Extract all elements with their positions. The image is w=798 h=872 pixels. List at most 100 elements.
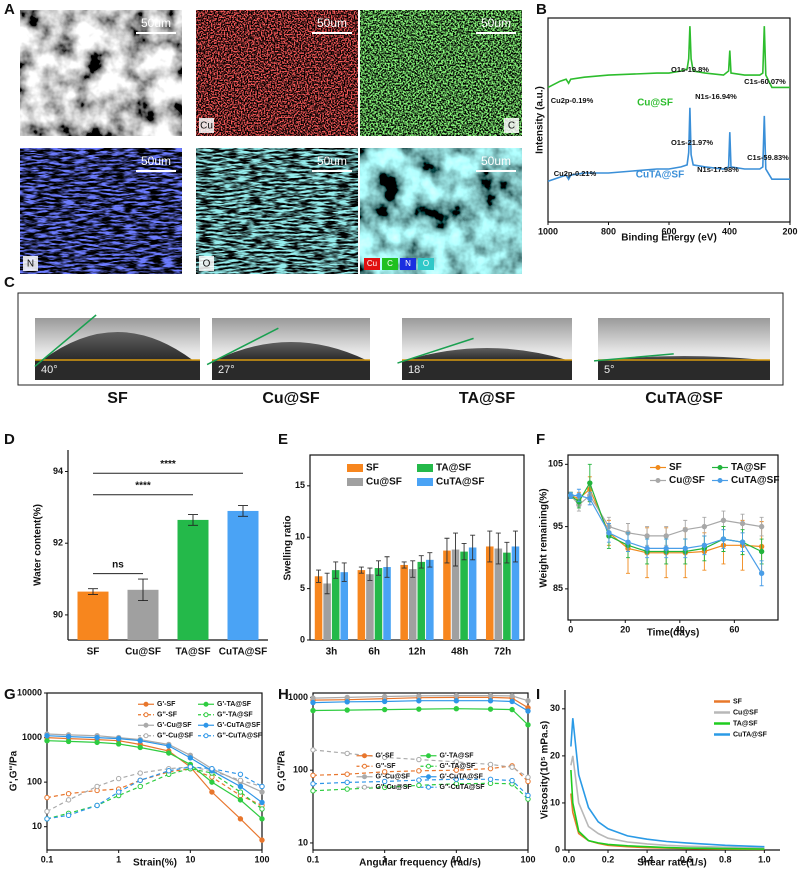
legend-marker bbox=[362, 774, 367, 780]
x-axis-label: Strain(%) bbox=[133, 858, 177, 869]
bar bbox=[340, 572, 349, 640]
bar bbox=[314, 576, 323, 640]
legend-label: G'-Cu@SF bbox=[376, 774, 411, 781]
data-line bbox=[46, 737, 263, 841]
data-point bbox=[453, 705, 460, 712]
data-point bbox=[587, 480, 593, 486]
data-line bbox=[46, 740, 263, 820]
x-tick-label: Cu@SF bbox=[125, 647, 161, 658]
y-axis-label: Intensity (a.u.) bbox=[535, 86, 546, 154]
data-point bbox=[65, 797, 72, 803]
element-label: N bbox=[27, 259, 34, 270]
legend-label: G''-CuTA@SF bbox=[440, 784, 486, 791]
y-axis-label: G',G''/Pa bbox=[9, 750, 20, 791]
data-point bbox=[416, 756, 422, 763]
legend-swatch bbox=[347, 478, 363, 486]
bar bbox=[503, 552, 511, 640]
y-tick-label: 5 bbox=[300, 583, 305, 593]
bar bbox=[366, 574, 374, 640]
legend-label: TA@SF bbox=[733, 720, 758, 727]
x-tick-label: 0.8 bbox=[719, 854, 732, 864]
tangent bbox=[34, 314, 97, 368]
legend-label: G''-SF bbox=[376, 763, 397, 770]
data-point bbox=[682, 545, 688, 552]
x-tick-label: 1000 bbox=[538, 226, 558, 236]
x-tick-label: CuTA@SF bbox=[219, 647, 267, 658]
data-point bbox=[525, 792, 531, 799]
tangent bbox=[206, 327, 279, 366]
contact-substrate bbox=[212, 360, 370, 380]
legend-marker bbox=[426, 784, 431, 790]
bar bbox=[323, 583, 331, 640]
data-point bbox=[720, 517, 727, 524]
data-point bbox=[416, 693, 422, 699]
panel-label: E bbox=[278, 431, 288, 448]
data-point bbox=[115, 741, 122, 747]
legend-label: CuTA@SF bbox=[436, 477, 484, 488]
data-point bbox=[166, 743, 172, 749]
error-bar bbox=[138, 578, 148, 602]
scale-text: 50um bbox=[481, 16, 511, 30]
data-point bbox=[663, 545, 669, 552]
scale-text: 50um bbox=[141, 154, 171, 168]
element-legend-box bbox=[418, 258, 434, 270]
bar bbox=[227, 510, 259, 640]
data-point bbox=[758, 523, 765, 530]
data-point bbox=[509, 698, 515, 705]
panel-label: H bbox=[278, 686, 289, 703]
data-line bbox=[46, 766, 263, 820]
scale-text: 50um bbox=[141, 16, 171, 30]
data-point bbox=[525, 774, 531, 780]
y-tick-label: 105 bbox=[548, 459, 563, 469]
data-point bbox=[487, 776, 494, 782]
data-point bbox=[310, 695, 316, 701]
element-label-box bbox=[504, 118, 519, 133]
data-point bbox=[416, 768, 422, 774]
y-axis-label: Viscosity(10⁵ mPa.s) bbox=[540, 721, 551, 819]
data-point bbox=[94, 783, 100, 790]
legend-marker bbox=[655, 465, 661, 470]
peak-annotation: C1s-60.07% bbox=[744, 77, 786, 86]
data-point bbox=[259, 799, 265, 806]
legend-label: TA@SF bbox=[436, 463, 471, 474]
data-line bbox=[570, 718, 765, 848]
bar bbox=[451, 549, 460, 640]
x-tick-label: 3h bbox=[326, 647, 338, 658]
y-tick-label: 85 bbox=[553, 583, 563, 593]
x-tick-label: 10 bbox=[451, 854, 461, 864]
data-point bbox=[758, 548, 765, 555]
data-line bbox=[312, 700, 529, 712]
data-point bbox=[237, 783, 244, 790]
legend-marker bbox=[203, 701, 209, 707]
tangent bbox=[593, 353, 674, 362]
contact-substrate bbox=[402, 360, 572, 380]
element-label: Cu bbox=[200, 121, 213, 132]
data-point bbox=[682, 527, 688, 533]
bar bbox=[468, 547, 477, 640]
data-point bbox=[44, 733, 50, 739]
data-point bbox=[237, 771, 244, 777]
legend-marker bbox=[143, 733, 149, 739]
sample-name: CuTA@SF bbox=[645, 390, 723, 407]
data-line bbox=[570, 769, 765, 850]
bar bbox=[426, 559, 434, 640]
data-point bbox=[525, 722, 531, 728]
data-point bbox=[44, 738, 50, 744]
data-point bbox=[381, 778, 388, 785]
data-point bbox=[701, 523, 708, 530]
data-point bbox=[576, 492, 582, 499]
x-tick-label: 60 bbox=[729, 624, 739, 634]
data-point bbox=[65, 812, 72, 819]
x-tick-label: 1 bbox=[116, 854, 121, 864]
data-line bbox=[46, 733, 263, 793]
plot-frame bbox=[567, 454, 779, 621]
data-point bbox=[65, 791, 72, 797]
data-point bbox=[720, 536, 727, 542]
element-legend-box bbox=[382, 258, 398, 270]
data-line bbox=[46, 768, 263, 820]
x-axis-label: Time(days) bbox=[647, 628, 700, 639]
bar bbox=[485, 546, 494, 640]
element-legend: Cu bbox=[367, 259, 377, 268]
data-point bbox=[453, 698, 460, 704]
legend-marker bbox=[717, 478, 723, 483]
